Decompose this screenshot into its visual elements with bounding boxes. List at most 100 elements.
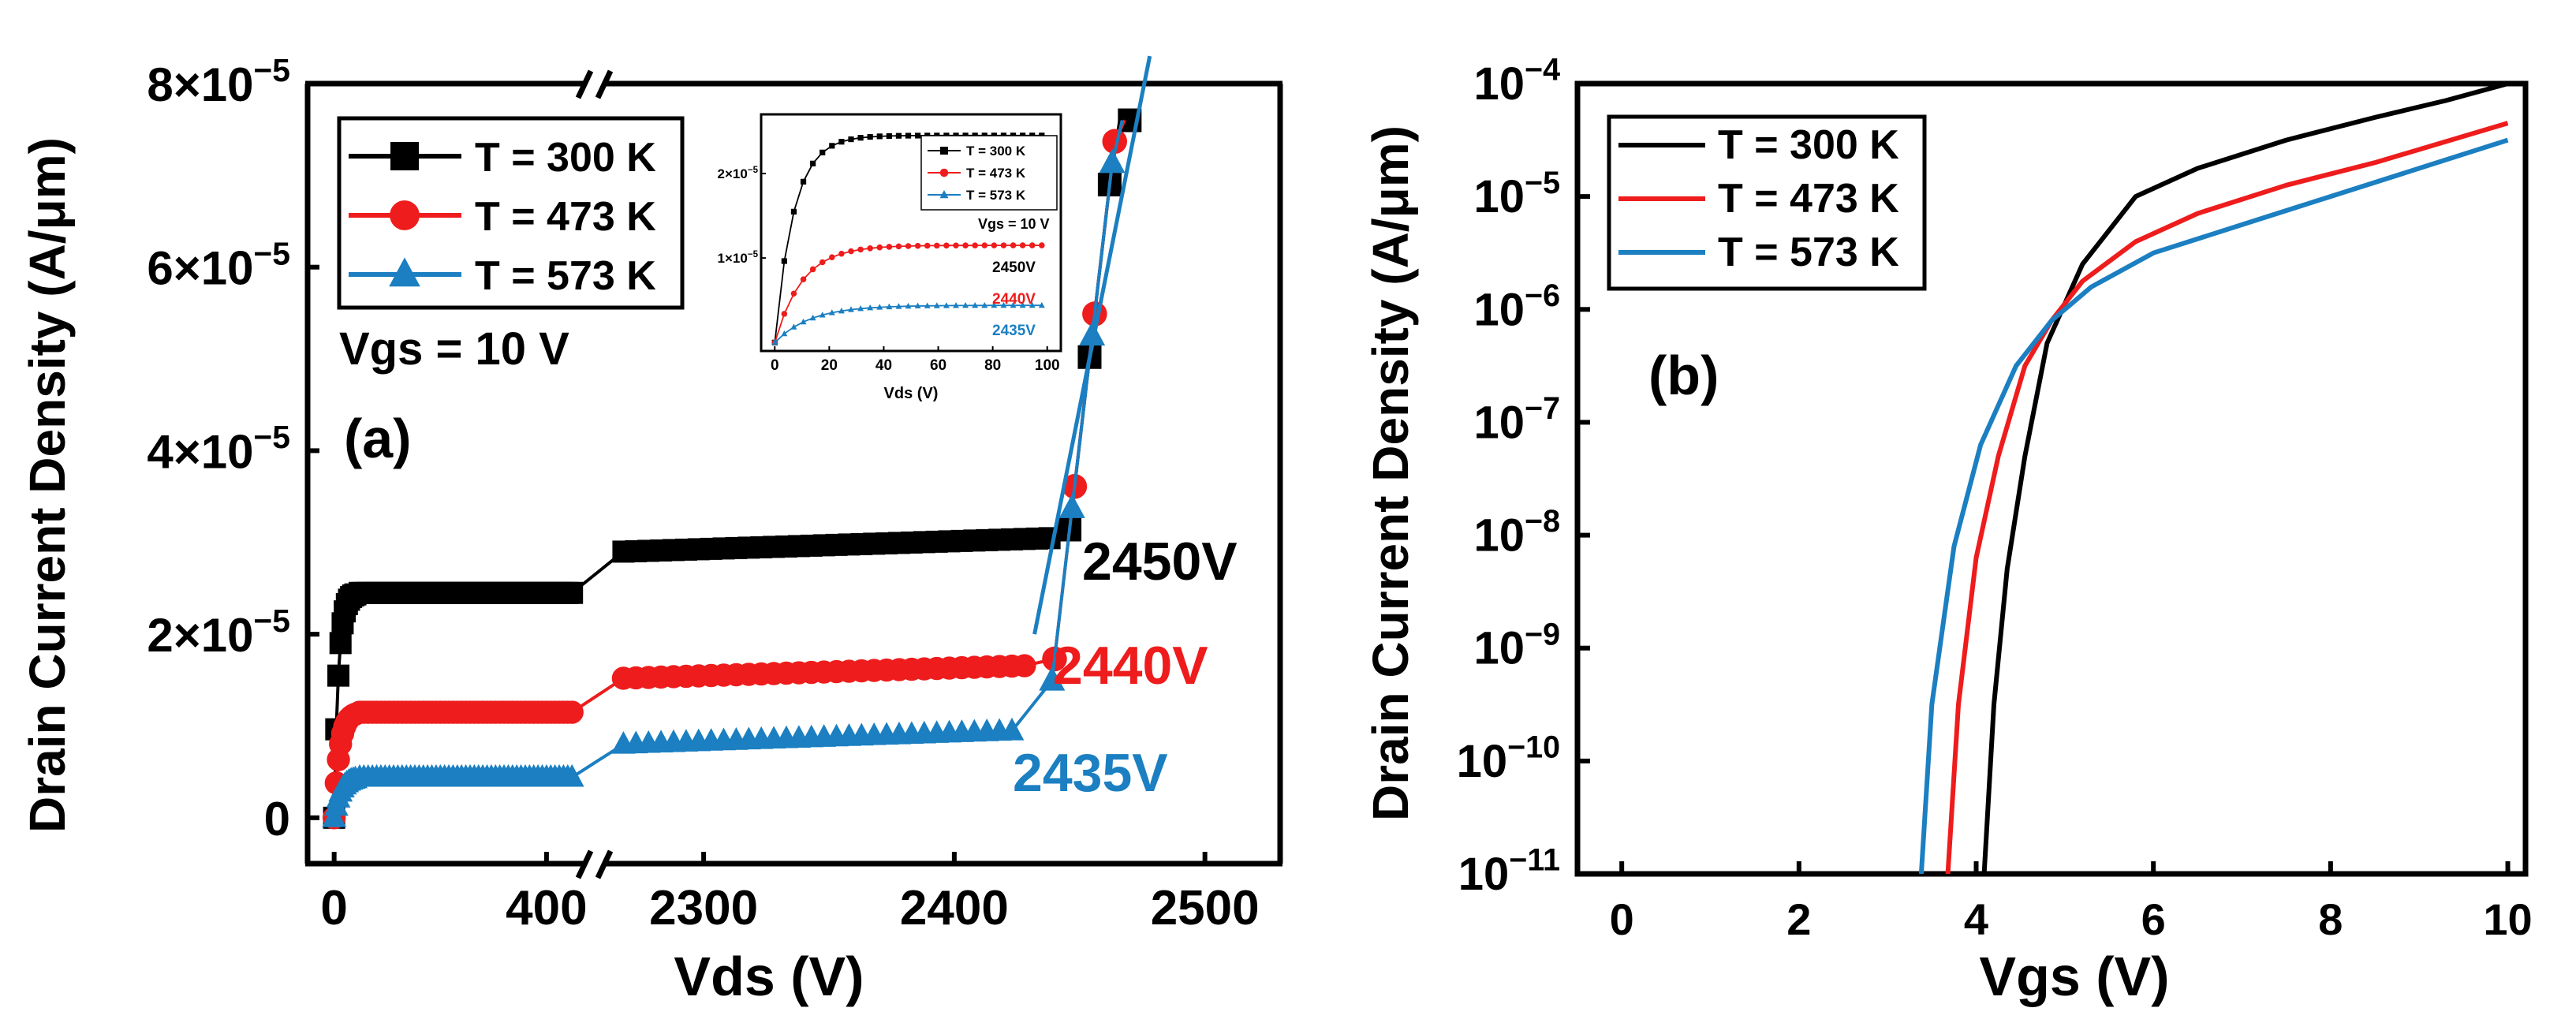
inset-condition: Vgs = 10 V [978, 216, 1050, 232]
inset-data-point [876, 244, 883, 251]
y-tick-label: 10−6 [1474, 278, 1560, 335]
inset-data-point [1000, 301, 1007, 308]
y-tick-label-mantissa: 10 [1458, 849, 1510, 900]
x-tick-label: 0 [1610, 894, 1634, 944]
inset-annotation-2435v: 2435V [992, 323, 1036, 339]
panel-a-ylabel: Drain Current Density (A/μm) [19, 137, 76, 833]
data-point [1058, 494, 1085, 518]
y-tick-label-mantissa: 10 [1474, 284, 1525, 335]
inset-data-point [876, 304, 883, 310]
inset-data-point [790, 323, 797, 330]
y-tick-label-mantissa: 10 [1474, 397, 1525, 448]
x-tick-label: 8 [2318, 894, 2343, 944]
inset-data-point [828, 309, 835, 315]
inset-data-point [953, 302, 959, 308]
data-point [1013, 654, 1036, 678]
legend-marker [389, 257, 420, 287]
inset-data-point [829, 254, 835, 260]
inset-data-point [857, 135, 864, 141]
inset-data-point [905, 243, 912, 249]
data-point [322, 804, 347, 827]
inset-legend-marker [939, 168, 949, 177]
inset-data-point [838, 139, 845, 145]
legend-b-label-573k: T = 573 K [1718, 230, 1899, 275]
y-tick-label-mantissa: 0 [264, 793, 290, 845]
inset-data-point [810, 160, 816, 166]
inset-x-tick-label: 40 [875, 357, 892, 374]
inset-data-point [895, 243, 902, 250]
inset-series [771, 242, 1045, 346]
inset-legend-marker [940, 147, 948, 155]
inset-data-point [1038, 301, 1045, 308]
panel-b-ylabel: Drain Current Density (A/μm) [1362, 125, 1419, 821]
panel-b-lines [1918, 81, 2509, 875]
annotation-2450v: 2450V [1082, 532, 1238, 592]
inset-data-point [991, 301, 998, 308]
data-point [1099, 148, 1126, 174]
inset-data-point [838, 250, 845, 257]
inset-data-point [905, 133, 912, 139]
inset-data-point [867, 245, 873, 252]
data-point [560, 700, 584, 724]
y-tick-label: 10−10 [1457, 730, 1560, 786]
y-tick-label-mantissa: 10 [1457, 736, 1508, 787]
inset-data-point [781, 330, 788, 337]
y-tick-label-exponent: −5 [253, 603, 290, 639]
inset-y-tick-label-exponent: −5 [748, 250, 759, 259]
legend-label-473k: T = 473 K [475, 194, 656, 240]
inset-data-point [809, 266, 816, 273]
series-473k [322, 119, 1128, 830]
x-tick-label: 10 [2483, 894, 2532, 944]
inset-x-tick-label: 20 [821, 357, 838, 374]
inset-data-point [981, 242, 988, 248]
y-tick-label: 0 [264, 793, 290, 845]
series-line-473k [1945, 121, 2509, 875]
inset-y-tick-label: 2×10−5 [718, 166, 759, 181]
legend-label-300k: T = 300 K [475, 135, 656, 181]
series-573k [322, 120, 1126, 827]
inset-data-point [953, 242, 959, 249]
inset-data-point [800, 178, 807, 185]
inset-data-point [790, 208, 797, 215]
inset-data-point [848, 136, 854, 143]
x-tick-label: 2400 [900, 881, 1009, 935]
y-tick-label-exponent: −6 [1525, 278, 1560, 313]
data-point [559, 763, 584, 787]
series-line-300k [1981, 81, 2509, 875]
inset-legend-marker [939, 190, 949, 199]
inset-data-point [886, 303, 893, 310]
x-tick-label: 0 [320, 881, 347, 935]
y-tick-label-exponent: −7 [1525, 391, 1560, 426]
inset-data-point [905, 302, 912, 309]
y-tick-label-mantissa: 4×10 [147, 425, 253, 478]
inset-data-point [972, 301, 979, 308]
inset-data-point [800, 318, 807, 325]
panel-b-legend: T = 300 K T = 473 K T = 573 K [1607, 114, 1927, 291]
legend-marker [390, 200, 420, 230]
y-tick-label-exponent: −5 [253, 236, 290, 272]
inset-data-point [1010, 242, 1017, 248]
x-tick-label: 2500 [1151, 881, 1260, 935]
x-tick-label: 400 [506, 881, 587, 935]
panel-a-axis-break-top [575, 69, 614, 99]
inset-data-point [933, 302, 940, 308]
inset-data-point [886, 133, 892, 140]
y-tick-label-exponent: −11 [1509, 843, 1560, 878]
x-tick-label: 2300 [649, 881, 758, 935]
x-tick-label: 2 [1786, 894, 1811, 944]
inset-data-point [943, 242, 950, 249]
inset-data-point [819, 312, 826, 318]
y-tick-label: 4×10−5 [147, 419, 290, 478]
panel-b-frame [1574, 80, 2529, 877]
inset-data-point [943, 302, 950, 308]
series-300k [323, 108, 1142, 829]
inset-data-point [962, 302, 969, 308]
panel-a-legend: T = 300 K T = 473 K T = 573 K [337, 116, 685, 310]
panel-a-frame [304, 80, 1283, 867]
inset-data-point [1000, 242, 1007, 248]
data-point [329, 632, 352, 655]
inset-data-point [1039, 242, 1045, 248]
inset-data-point [781, 311, 788, 317]
